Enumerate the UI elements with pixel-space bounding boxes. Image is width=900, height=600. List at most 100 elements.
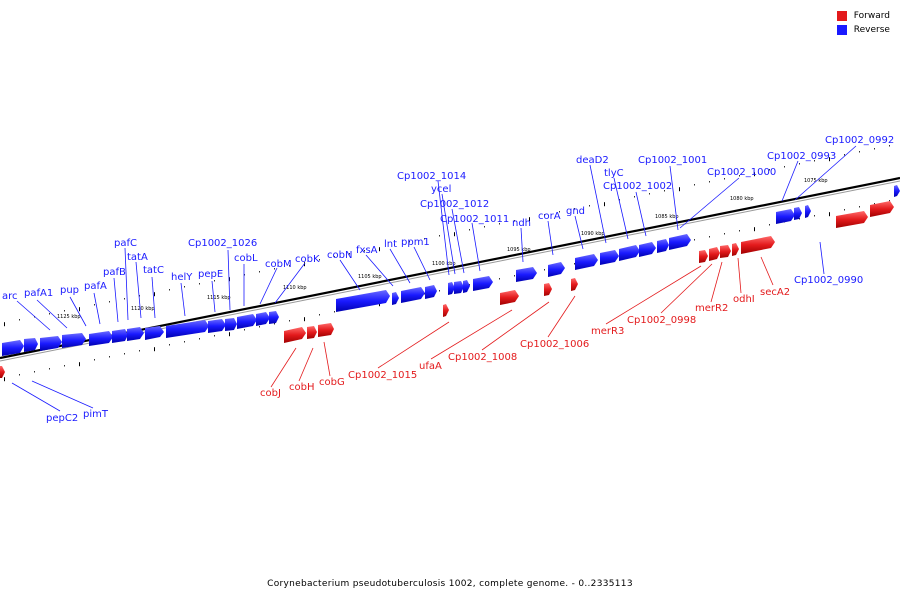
gene-arrow-forward[interactable] [741, 236, 775, 254]
gene-arrow-reverse[interactable] [401, 287, 425, 303]
gene-label[interactable]: cobG [319, 377, 345, 388]
gene-arrow-forward[interactable] [318, 323, 334, 337]
gene-label[interactable]: Cp1002_1001 [638, 155, 707, 166]
gene-arrow-reverse[interactable] [448, 282, 455, 295]
gene-arrow-forward[interactable] [709, 247, 720, 261]
gene-label[interactable]: ndh [512, 218, 531, 229]
gene-label[interactable]: pafB [103, 267, 126, 278]
gene-arrow-reverse[interactable] [24, 338, 38, 352]
gene-arrow-reverse[interactable] [62, 333, 86, 348]
gene-arrow-reverse[interactable] [2, 340, 24, 356]
gene-label[interactable]: Cp1002_1026 [188, 238, 257, 249]
gene-arrow-reverse[interactable] [392, 292, 399, 305]
gene-arrow-reverse[interactable] [454, 281, 464, 294]
gene-label[interactable]: deaD2 [576, 155, 609, 166]
gene-label[interactable]: tlyC [604, 168, 624, 179]
gene-arrow-forward[interactable] [284, 327, 306, 343]
gene-arrow-reverse[interactable] [516, 267, 537, 282]
gene-arrow-reverse[interactable] [237, 314, 257, 329]
gene-arrow-forward[interactable] [720, 245, 731, 258]
gene-label[interactable]: Cp1002_1008 [448, 352, 517, 363]
gene-label[interactable]: pup [60, 285, 79, 296]
gene-label[interactable]: pimT [83, 409, 109, 420]
gene-label[interactable]: Cp1002_1015 [348, 370, 417, 381]
gene-arrow-reverse[interactable] [669, 234, 691, 250]
gene-label[interactable]: fxsA [356, 245, 378, 256]
gene-arrow-forward[interactable] [443, 304, 449, 317]
gene-label[interactable]: Cp1002_1000 [707, 167, 776, 178]
gene-arrow-forward[interactable] [0, 366, 5, 378]
gene-label[interactable]: pepC2 [46, 413, 78, 424]
gene-label[interactable]: Cp1002_0998 [627, 315, 696, 326]
gene-arrow-forward[interactable] [699, 250, 708, 263]
gene-label[interactable]: arc [2, 291, 18, 302]
gene-arrow-reverse[interactable] [89, 331, 113, 346]
track-dot [649, 193, 650, 195]
gene-label[interactable]: Cp1002_0992 [825, 135, 894, 146]
gene-arrow-reverse[interactable] [256, 312, 270, 326]
gene-label[interactable]: secA2 [760, 287, 790, 298]
gene-arrow-reverse[interactable] [269, 311, 279, 324]
gene-arrow-reverse[interactable] [794, 207, 802, 220]
gene-label[interactable]: ycel [431, 184, 451, 195]
gene-label[interactable]: cobH [289, 382, 314, 393]
gene-arrow-forward[interactable] [544, 283, 552, 296]
gene-arrow-reverse[interactable] [639, 242, 656, 257]
gene-arrow-reverse[interactable] [208, 319, 226, 333]
gene-label[interactable]: corA [538, 211, 561, 222]
gene-arrow-reverse[interactable] [463, 280, 470, 293]
gene-label[interactable]: Cp1002_0990 [794, 275, 863, 286]
gene-arrow-reverse[interactable] [548, 262, 565, 277]
gene-arrow-forward[interactable] [571, 278, 578, 291]
gene-label[interactable]: merR2 [695, 303, 728, 314]
gene-arrow-reverse[interactable] [145, 326, 164, 340]
gene-label[interactable]: Cp1002_1012 [420, 199, 489, 210]
gene-label[interactable]: cobN [327, 250, 352, 261]
gene-label[interactable]: Cp1002_0993 [767, 151, 836, 162]
gene-arrow-reverse[interactable] [619, 245, 640, 261]
gene-label[interactable]: Cp1002_1011 [440, 214, 509, 225]
gene-arrow-reverse[interactable] [425, 285, 437, 299]
gene-arrow-reverse[interactable] [575, 254, 598, 270]
gene-label[interactable]: pafC [114, 238, 137, 249]
gene-arrow-reverse[interactable] [805, 205, 811, 218]
gene-label[interactable]: tatA [127, 252, 148, 263]
gene-arrow-reverse[interactable] [473, 276, 493, 291]
gene-label[interactable]: merR3 [591, 326, 624, 337]
gene-arrow-forward[interactable] [500, 290, 519, 305]
gene-label[interactable]: cobJ [260, 388, 281, 399]
gene-label[interactable]: lnt [384, 239, 397, 250]
gene-label[interactable]: helY [171, 272, 193, 283]
gene-label[interactable]: odhI [733, 294, 755, 305]
gene-label[interactable]: Cp1002_1014 [397, 171, 466, 182]
gene-arrow-forward[interactable] [836, 211, 868, 228]
reverse-gene-labels: arc pafA1 pup pafA pafB pafC tatA tatC h… [2, 135, 894, 424]
gene-label[interactable]: Cp1002_1006 [520, 339, 589, 350]
gene-arrow-reverse[interactable] [112, 329, 128, 343]
gene-arrow-reverse[interactable] [600, 250, 619, 265]
gene-arrow-reverse[interactable] [225, 318, 237, 331]
gene-arrow-reverse[interactable] [166, 320, 209, 338]
gene-arrow-forward[interactable] [732, 243, 739, 256]
gene-label[interactable]: gnd [566, 206, 585, 217]
gene-label[interactable]: pafA1 [24, 288, 53, 299]
gene-label[interactable]: cobK [295, 254, 320, 265]
gene-arrow-reverse[interactable] [776, 209, 795, 224]
gene-arrow-forward[interactable] [870, 201, 894, 217]
gene-label[interactable]: Cp1002_1002 [603, 181, 672, 192]
gene-arrow-reverse[interactable] [657, 239, 669, 253]
gene-label[interactable]: pafA [84, 281, 107, 292]
gene-arrow-reverse[interactable] [40, 336, 62, 351]
gene-label[interactable]: ufaA [419, 361, 442, 372]
gene-arrow-reverse[interactable] [336, 290, 390, 312]
gene-label[interactable]: pepE [198, 269, 223, 280]
gene-arrow-reverse[interactable] [127, 327, 144, 341]
gene-label[interactable]: tatC [143, 265, 164, 276]
track-dot [589, 205, 590, 207]
gene-arrow-forward[interactable] [307, 326, 317, 339]
gene-label[interactable]: cobM [265, 259, 292, 270]
track-dot [724, 178, 725, 180]
gene-label[interactable]: cobL [234, 253, 258, 264]
gene-label[interactable]: ppm1 [401, 237, 430, 248]
gene-arrow-reverse[interactable] [894, 185, 900, 197]
